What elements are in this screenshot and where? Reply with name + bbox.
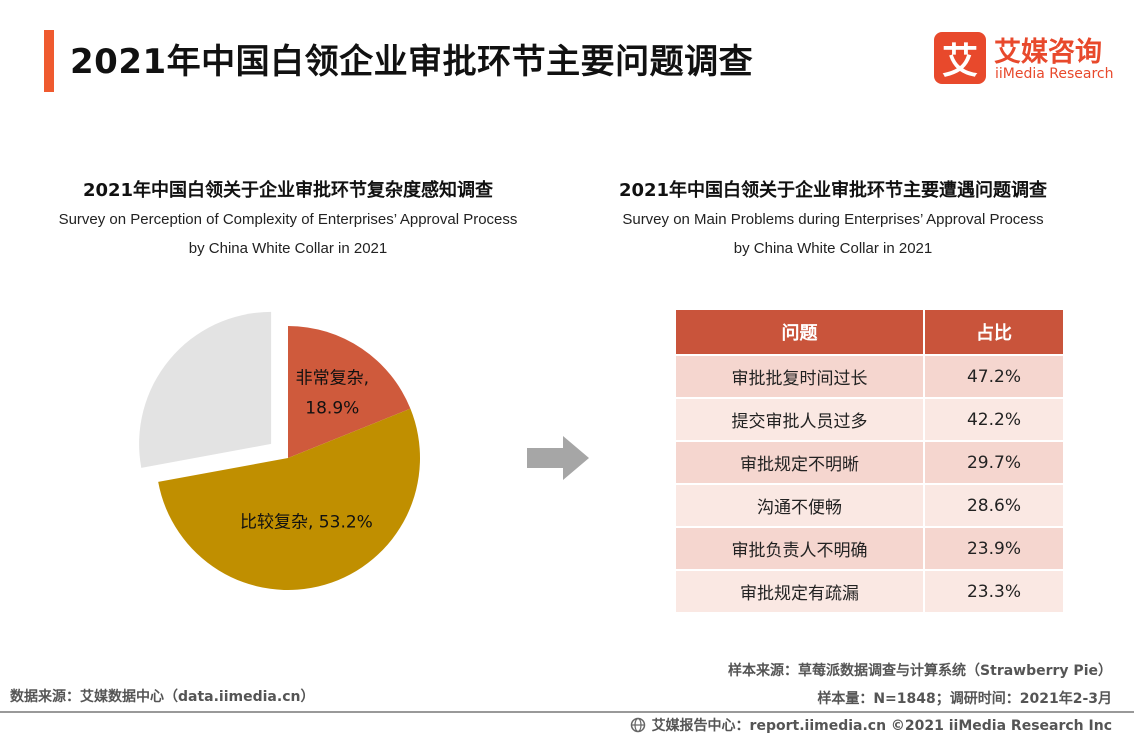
table-cell-problem: 沟通不便畅 xyxy=(676,485,925,526)
table-row: 审批规定不明晰 29.7% xyxy=(676,442,1063,485)
footer-copyright: 艾媒报告中心：report.iimedia.cn ©2021 iiMedia R… xyxy=(630,715,1112,735)
table-cell-problem: 审批规定不明晰 xyxy=(676,442,925,483)
globe-icon xyxy=(630,717,645,733)
right-arrow-icon xyxy=(527,436,589,480)
table-cell-share: 23.9% xyxy=(966,538,1021,559)
left-chart-title-en-1: Survey on Perception of Complexity of En… xyxy=(58,211,518,228)
pie-label-0-1: 18.9% xyxy=(305,398,359,418)
left-chart-title: 2021年中国白领关于企业审批环节复杂度感知调查 xyxy=(82,180,494,201)
table-cell-problem: 审批规定有疏漏 xyxy=(676,571,925,612)
right-chart-title: 2021年中国白领关于企业审批环节主要遭遇问题调查 xyxy=(618,180,1048,201)
table-cell-share: 47.2% xyxy=(966,366,1021,387)
table-cell-share: 28.6% xyxy=(966,495,1021,516)
pie-label-0-0: 非常复杂, xyxy=(296,368,369,388)
brand-logo-icon: 艾 xyxy=(934,32,986,84)
title-accent-bar xyxy=(44,30,54,92)
data-source: 数据来源：艾媒数据中心（data.iimedia.cn） xyxy=(10,689,315,705)
complexity-pie-chart: 非常复杂, 18.9% 比较复杂, 53.2% xyxy=(139,311,421,591)
left-chart-title-en-2: by China White Collar in 2021 xyxy=(188,240,388,257)
sample-source: 样本来源：草莓派数据调查与计算系统（Strawberry Pie） xyxy=(728,663,1112,679)
footer-divider xyxy=(0,711,1134,713)
right-chart-title-en-2: by China White Collar in 2021 xyxy=(733,240,933,257)
table-cell-share: 42.2% xyxy=(966,409,1021,430)
table-header-problem: 问题 xyxy=(676,310,925,354)
pie-slice-2 xyxy=(139,311,272,468)
table-cell-problem: 审批批复时间过长 xyxy=(676,356,925,397)
table-header-share: 占比 xyxy=(976,323,1012,344)
table-row: 沟通不便畅 28.6% xyxy=(676,485,1063,528)
pie-slice-1 xyxy=(158,408,421,591)
brand-name-cn: 艾媒咨询 xyxy=(994,37,1102,68)
table-cell-problem: 提交审批人员过多 xyxy=(676,399,925,440)
problems-table: 问题 占比 审批批复时间过长 47.2% 提交审批人员过多 42.2% 审批规定… xyxy=(676,310,1063,614)
table-cell-share: 29.7% xyxy=(966,452,1021,473)
table-row: 提交审批人员过多 42.2% xyxy=(676,399,1063,442)
pie-label-1-0: 比较复杂, 53.2% xyxy=(240,512,373,532)
table-row: 审批规定有疏漏 23.3% xyxy=(676,571,1063,614)
table-row: 审批批复时间过长 47.2% xyxy=(676,356,1063,399)
pie-slice-0 xyxy=(288,326,411,458)
right-chart-title-en-1: Survey on Main Problems during Enterpris… xyxy=(622,211,1044,228)
table-cell-share: 23.3% xyxy=(966,581,1021,602)
table-row: 审批负责人不明确 23.9% xyxy=(676,528,1063,571)
table-cell-problem: 审批负责人不明确 xyxy=(676,528,925,569)
brand-name-en: iiMedia Research xyxy=(995,66,1114,82)
copyright-text: 艾媒报告中心：report.iimedia.cn ©2021 iiMedia R… xyxy=(651,718,1112,734)
page-title: 2021年中国白领企业审批环节主要问题调查 xyxy=(70,42,754,82)
sample-size: 样本量：N=1848；调研时间：2021年2-3月 xyxy=(817,691,1112,707)
table-header-row: 问题 占比 xyxy=(676,310,1063,356)
